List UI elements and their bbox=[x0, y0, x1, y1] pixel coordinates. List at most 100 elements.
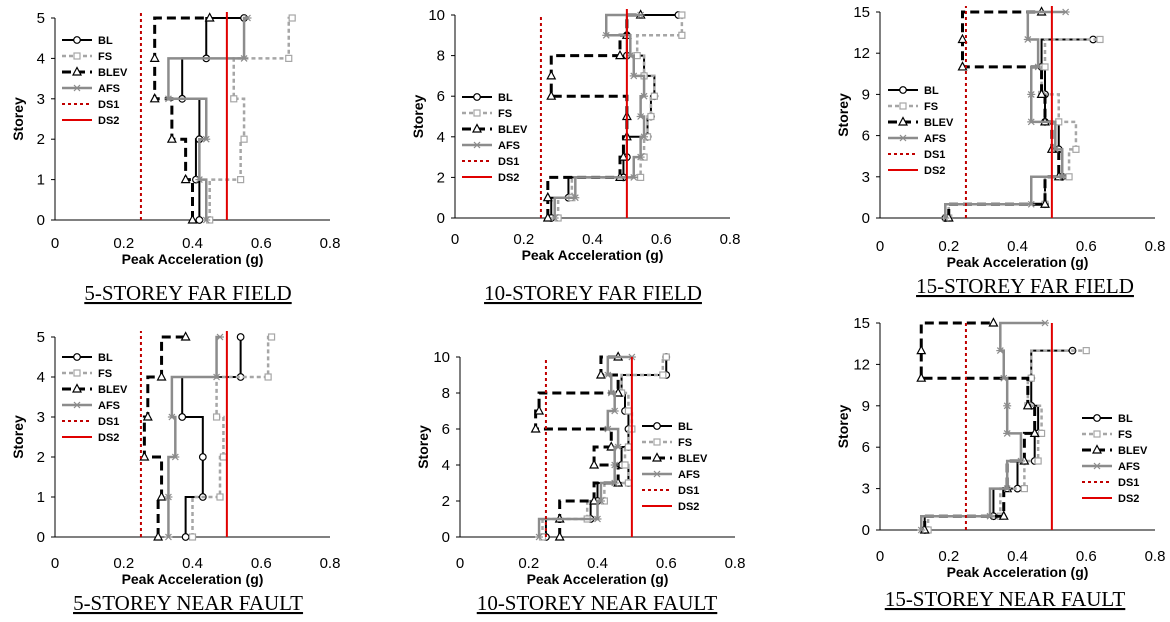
data-point bbox=[1041, 319, 1049, 327]
legend-marker-blev bbox=[72, 383, 82, 393]
data-point bbox=[216, 493, 224, 501]
legend-label-ds2: DS2 bbox=[98, 432, 119, 444]
series-line bbox=[167, 16, 248, 220]
legend-label-ds1: DS1 bbox=[924, 149, 945, 161]
data-point bbox=[1058, 173, 1067, 181]
y-axis-label: Storey bbox=[10, 97, 26, 141]
legend-marker-afs bbox=[1093, 462, 1101, 470]
series-afs bbox=[535, 353, 636, 541]
y-tick-label: 0 bbox=[442, 529, 450, 546]
legend-label-blev: BLEV bbox=[1118, 445, 1148, 457]
chart-title: 5-STOREY FAR FIELD bbox=[84, 281, 291, 305]
data-point bbox=[187, 214, 198, 224]
data-point bbox=[662, 353, 670, 361]
x-tick-label: 0.2 bbox=[113, 555, 134, 572]
data-point bbox=[285, 54, 293, 63]
legend-marker-afs bbox=[899, 134, 907, 142]
legend-marker-bl bbox=[653, 422, 661, 430]
legend: BL FS BLEV AFS DS1 DS2 bbox=[1082, 413, 1148, 505]
x-tick-label: 0 bbox=[876, 238, 884, 255]
data-point bbox=[1061, 8, 1070, 16]
data-point bbox=[1065, 173, 1073, 181]
data-point bbox=[606, 441, 617, 451]
data-point bbox=[589, 459, 600, 469]
x-tick-label: 0.4 bbox=[182, 555, 203, 572]
data-point bbox=[678, 11, 686, 19]
y-tick-label: 2 bbox=[442, 493, 450, 510]
data-point bbox=[153, 531, 164, 541]
data-point bbox=[1055, 118, 1063, 126]
chart-panel-5: 0 2 4 6 8 10 0 0.2 0.4 0.6 0.8 Peak Acceleration (g… bbox=[415, 349, 745, 615]
y-axis-label: Storey bbox=[835, 405, 851, 449]
y-tick-label: 3 bbox=[862, 169, 870, 186]
series-blev bbox=[139, 331, 191, 541]
series-line bbox=[208, 16, 293, 220]
data-point bbox=[637, 173, 645, 181]
legend-label-afs: AFS bbox=[98, 400, 120, 412]
legend-label-afs: AFS bbox=[498, 140, 520, 152]
legend-label-ds2: DS2 bbox=[924, 165, 945, 177]
data-point bbox=[171, 453, 180, 461]
y-tick-label: 3 bbox=[862, 481, 870, 498]
data-point bbox=[166, 133, 177, 143]
legend-label-blev: BLEV bbox=[98, 67, 128, 79]
chart-panel-4: 0 1 2 3 4 5 0 0.2 0.4 0.6 0.8 Peak Acceleration (g)… bbox=[10, 329, 340, 615]
series-afs bbox=[917, 319, 1049, 534]
data-point bbox=[181, 533, 190, 541]
legend-label-ds2: DS2 bbox=[678, 501, 699, 513]
y-tick-label: 6 bbox=[437, 88, 445, 105]
legend-label-bl: BL bbox=[98, 352, 113, 364]
series-line bbox=[920, 321, 1045, 530]
legend-label-afs: AFS bbox=[98, 83, 120, 95]
data-point bbox=[603, 371, 612, 379]
legend-marker-blev bbox=[1092, 444, 1102, 454]
series-line bbox=[919, 321, 1037, 530]
x-axis-label: Peak Acceleration (g) bbox=[122, 251, 264, 267]
data-point bbox=[633, 51, 641, 60]
data-point bbox=[212, 373, 221, 381]
y-tick-label: 3 bbox=[37, 91, 45, 108]
y-tick-label: 0 bbox=[862, 210, 870, 227]
x-tick-label: 0 bbox=[876, 548, 884, 565]
y-tick-label: 6 bbox=[442, 421, 450, 438]
data-point bbox=[999, 374, 1008, 382]
data-point bbox=[1041, 63, 1049, 71]
legend: BL FS BLEV AFS DS1 DS2 bbox=[888, 85, 954, 177]
data-point bbox=[202, 135, 211, 143]
data-point bbox=[204, 12, 215, 22]
data-point bbox=[195, 176, 204, 184]
data-point bbox=[219, 453, 228, 461]
legend-label-ds1: DS1 bbox=[678, 485, 699, 497]
x-tick-label: 0.6 bbox=[1076, 238, 1097, 255]
y-tick-label: 4 bbox=[437, 129, 445, 146]
series-line bbox=[153, 16, 210, 220]
data-point bbox=[202, 216, 211, 224]
data-point bbox=[1023, 36, 1032, 43]
y-tick-label: 9 bbox=[862, 86, 870, 103]
y-tick-label: 12 bbox=[853, 45, 870, 62]
data-point bbox=[1027, 90, 1036, 98]
data-point bbox=[546, 70, 557, 80]
legend-marker-bl bbox=[1093, 414, 1101, 422]
data-point bbox=[615, 49, 625, 60]
legend-label-bl: BL bbox=[1118, 413, 1133, 425]
data-point bbox=[917, 526, 926, 534]
x-axis-label: Peak Acceleration (g) bbox=[527, 571, 669, 587]
data-point bbox=[607, 389, 616, 397]
y-tick-label: 4 bbox=[37, 369, 45, 386]
data-point bbox=[998, 510, 1009, 520]
x-tick-label: 0.8 bbox=[320, 235, 341, 252]
legend-marker-bl bbox=[473, 93, 481, 101]
data-point bbox=[198, 453, 207, 461]
y-tick-label: 0 bbox=[37, 529, 45, 546]
data-point bbox=[139, 451, 150, 461]
legend: BL FS BLEV AFS DS1 DS2 bbox=[462, 92, 528, 184]
data-point bbox=[618, 151, 629, 161]
legend-label-blev: BLEV bbox=[98, 384, 128, 396]
y-tick-label: 3 bbox=[37, 409, 45, 426]
data-point bbox=[957, 61, 968, 71]
data-point bbox=[243, 14, 252, 22]
legend-marker-bl bbox=[899, 86, 907, 94]
x-tick-label: 0.4 bbox=[182, 235, 203, 252]
x-axis-label: Peak Acceleration (g) bbox=[947, 564, 1089, 580]
